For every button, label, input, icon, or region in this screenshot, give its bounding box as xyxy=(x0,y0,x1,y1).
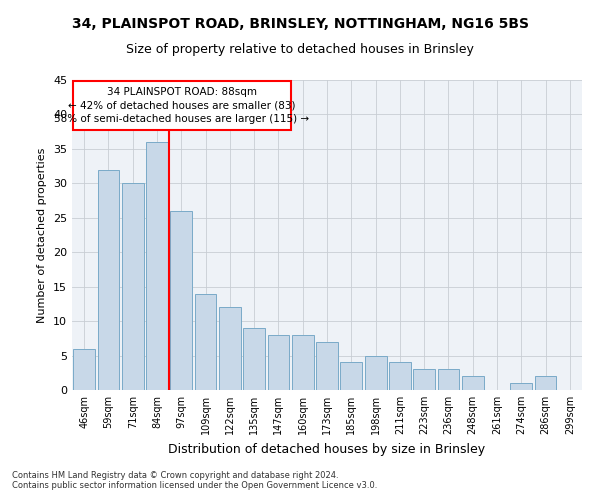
Bar xyxy=(194,294,217,390)
Y-axis label: Number of detached properties: Number of detached properties xyxy=(37,148,47,322)
Bar xyxy=(97,170,119,390)
Bar xyxy=(122,184,143,390)
Text: 58% of semi-detached houses are larger (115) →: 58% of semi-detached houses are larger (… xyxy=(55,114,310,124)
Bar xyxy=(437,370,460,390)
Bar xyxy=(511,383,532,390)
Bar xyxy=(340,362,362,390)
Bar xyxy=(268,335,289,390)
Bar xyxy=(365,356,386,390)
Text: ← 42% of detached houses are smaller (83): ← 42% of detached houses are smaller (83… xyxy=(68,100,296,110)
Text: Size of property relative to detached houses in Brinsley: Size of property relative to detached ho… xyxy=(126,42,474,56)
Text: 34, PLAINSPOT ROAD, BRINSLEY, NOTTINGHAM, NG16 5BS: 34, PLAINSPOT ROAD, BRINSLEY, NOTTINGHAM… xyxy=(71,18,529,32)
Bar xyxy=(219,308,241,390)
Bar xyxy=(146,142,168,390)
X-axis label: Distribution of detached houses by size in Brinsley: Distribution of detached houses by size … xyxy=(169,442,485,456)
Bar xyxy=(243,328,265,390)
Text: Contains public sector information licensed under the Open Government Licence v3: Contains public sector information licen… xyxy=(12,481,377,490)
Bar xyxy=(292,335,314,390)
Bar xyxy=(73,82,290,130)
Bar xyxy=(462,376,484,390)
Bar xyxy=(73,348,95,390)
Bar xyxy=(170,211,192,390)
Bar xyxy=(316,342,338,390)
Text: 34 PLAINSPOT ROAD: 88sqm: 34 PLAINSPOT ROAD: 88sqm xyxy=(107,87,257,97)
Bar xyxy=(535,376,556,390)
Bar xyxy=(413,370,435,390)
Bar xyxy=(389,362,411,390)
Text: Contains HM Land Registry data © Crown copyright and database right 2024.: Contains HM Land Registry data © Crown c… xyxy=(12,471,338,480)
